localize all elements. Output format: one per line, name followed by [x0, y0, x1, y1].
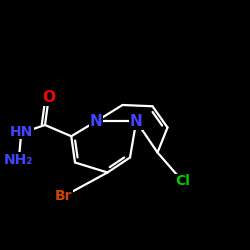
Text: N: N: [90, 114, 103, 129]
Text: Br: Br: [55, 189, 72, 203]
Text: N: N: [130, 114, 142, 129]
Text: HN: HN: [10, 125, 33, 139]
Text: O: O: [42, 90, 55, 105]
Text: Cl: Cl: [175, 174, 190, 188]
Text: NH₂: NH₂: [4, 153, 34, 167]
